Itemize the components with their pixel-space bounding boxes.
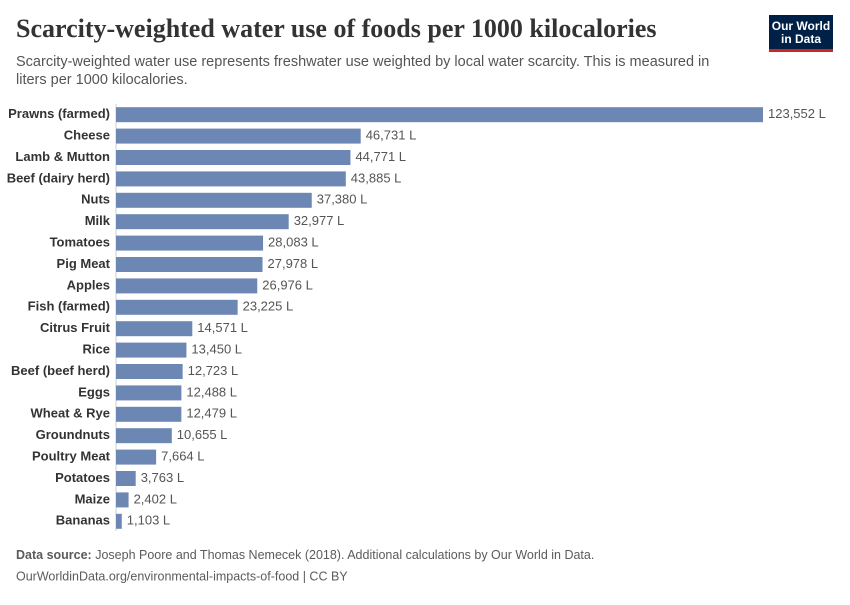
bar: [116, 471, 136, 486]
category-label: Beef (beef herd): [11, 363, 110, 378]
bar: [116, 150, 351, 165]
logo-box: [769, 15, 833, 52]
bar: [116, 107, 763, 123]
bar: [116, 192, 312, 208]
value-label: 37,380 L: [317, 192, 368, 207]
category-label: Maize: [75, 491, 110, 506]
value-label: 26,976 L: [262, 277, 313, 292]
logo[interactable]: Our World in Data: [769, 15, 833, 52]
category-label: Poultry Meat: [32, 449, 111, 464]
value-label: 32,977 L: [294, 213, 345, 228]
category-label: Pig Meat: [57, 256, 111, 271]
category-label: Potatoes: [55, 470, 110, 485]
value-label: 10,655 L: [177, 427, 228, 442]
bar: [116, 342, 187, 358]
logo-underline: [769, 49, 833, 52]
category-label: Cheese: [64, 128, 110, 143]
bar: [116, 299, 238, 315]
category-label: Prawns (farmed): [8, 106, 110, 121]
category-label: Beef (dairy herd): [7, 170, 110, 185]
value-label: 123,552 L: [768, 106, 826, 121]
category-label: Fish (farmed): [28, 299, 110, 314]
subtitle: Scarcity-weighted water use represents f…: [16, 54, 709, 70]
category-label: Eggs: [78, 384, 110, 399]
value-label: 14,571 L: [197, 320, 248, 335]
value-label: 43,885 L: [351, 170, 402, 185]
bar: [116, 257, 263, 272]
category-label: Lamb & Mutton: [15, 149, 110, 164]
value-label: 28,083 L: [268, 235, 319, 250]
bar: [116, 428, 172, 444]
value-label: 23,225 L: [243, 299, 294, 314]
value-label: 12,479 L: [186, 406, 237, 421]
bar: [116, 513, 122, 529]
category-label: Rice: [83, 342, 110, 357]
bar: [116, 364, 183, 379]
category-label: Tomatoes: [50, 235, 110, 250]
bar: [116, 235, 264, 251]
bar: [116, 128, 361, 144]
value-label: 1,103 L: [127, 513, 170, 528]
bar: [116, 406, 182, 422]
bar: [116, 385, 182, 401]
bar: [116, 492, 129, 508]
value-label: 13,450 L: [191, 342, 242, 357]
logo-text: Our World: [772, 19, 830, 33]
category-label: Citrus Fruit: [40, 320, 111, 335]
source-label: Data source:: [16, 548, 92, 562]
value-label: 12,488 L: [186, 384, 237, 399]
url: OurWorldinData.org/environmental-impacts…: [16, 569, 348, 583]
category-label: Wheat & Rye: [31, 406, 110, 421]
category-label: Groundnuts: [36, 427, 110, 442]
subtitle: liters per 1000 kilocalories.: [16, 72, 188, 88]
category-label: Milk: [85, 213, 111, 228]
bar: [116, 171, 346, 187]
value-label: 12,723 L: [188, 363, 239, 378]
chart-title: Scarcity-weighted water use of foods per…: [16, 14, 657, 43]
bar: [116, 278, 258, 294]
value-label: 2,402 L: [134, 491, 177, 506]
logo-text: in Data: [781, 32, 821, 46]
source-text: Joseph Poore and Thomas Nemecek (2018). …: [95, 548, 594, 562]
category-label: Nuts: [81, 192, 110, 207]
bar: [116, 214, 289, 230]
value-label: 46,731 L: [366, 128, 417, 143]
value-label: 44,771 L: [355, 149, 406, 164]
category-label: Apples: [67, 277, 110, 292]
bar: [116, 321, 193, 337]
category-label: Bananas: [56, 513, 110, 528]
value-label: 7,664 L: [161, 449, 204, 464]
bar: [116, 449, 157, 465]
source: Data source: Joseph Poore and Thomas Nem…: [16, 548, 594, 562]
value-label: 3,763 L: [141, 470, 184, 485]
value-label: 27,978 L: [268, 256, 319, 271]
